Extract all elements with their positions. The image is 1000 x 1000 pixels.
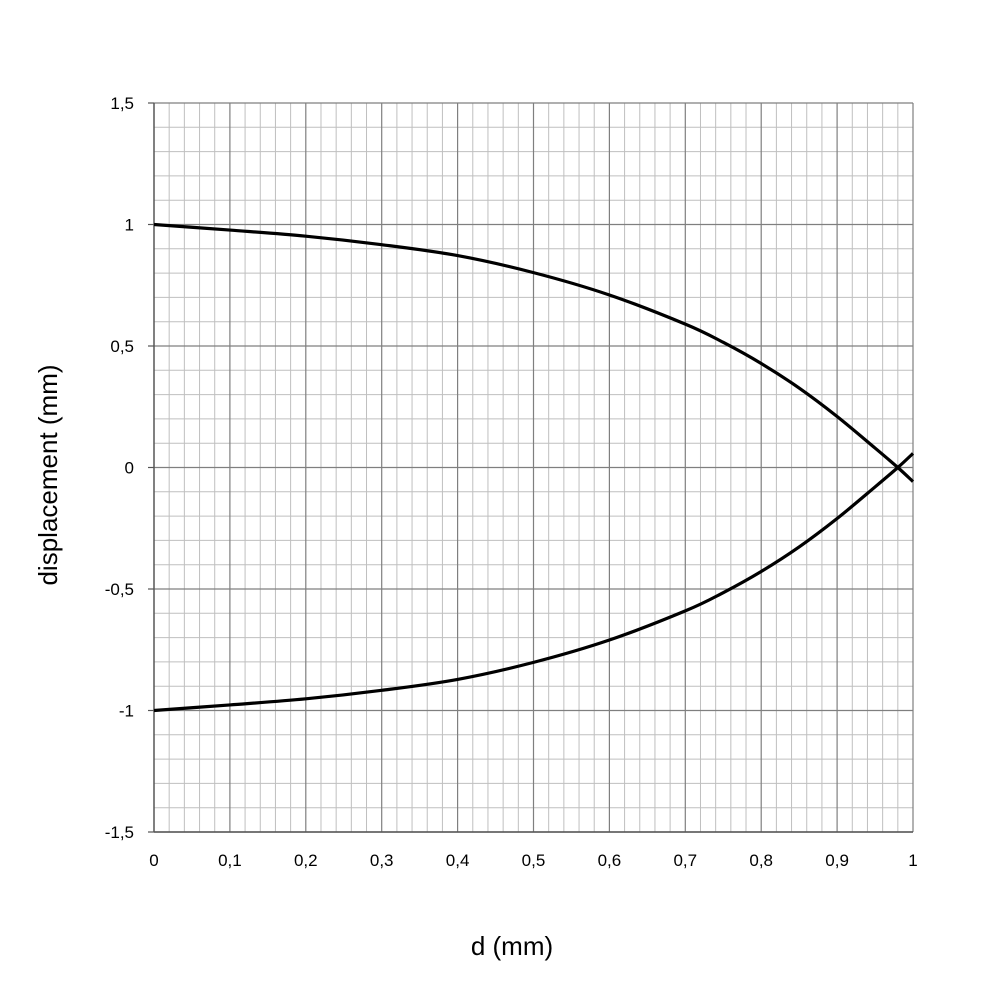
series-line-1 (153, 222, 915, 483)
x-tick-label: 1 (908, 851, 917, 870)
x-tick-label: 0,1 (218, 851, 242, 870)
x-tick-label: 0,3 (370, 851, 394, 870)
x-axis-title: d (mm) (471, 931, 553, 961)
y-tick-labels: 1,5 1 0,5 0 -0,5 -1 -1,5 (105, 94, 134, 842)
y-tick-label: -0,5 (105, 580, 134, 599)
y-tick-label: 1,5 (110, 94, 134, 113)
x-tick-label: 0,5 (522, 851, 546, 870)
x-tick-label: 0,2 (294, 851, 318, 870)
y-tick-label: 0 (125, 459, 134, 478)
x-tick-label: 0,6 (598, 851, 622, 870)
series-line-2 (153, 452, 915, 713)
series-layer (153, 222, 915, 713)
major-grid (148, 102, 914, 833)
y-tick-label: 0,5 (110, 337, 134, 356)
x-tick-label: 0,9 (825, 851, 849, 870)
y-tick-label: -1 (119, 702, 134, 721)
x-tick-label: 0,7 (673, 851, 697, 870)
y-axis-title: displacement (mm) (33, 364, 63, 585)
x-tick-label: 0 (149, 851, 158, 870)
x-tick-labels: 0 0,1 0,2 0,3 0,4 0,5 0,6 0,7 0,8 0,9 1 (149, 851, 917, 870)
y-tick-label: -1,5 (105, 823, 134, 842)
x-tick-label: 0,8 (749, 851, 773, 870)
x-tick-label: 0,4 (446, 851, 470, 870)
y-tick-label: 1 (125, 216, 134, 235)
